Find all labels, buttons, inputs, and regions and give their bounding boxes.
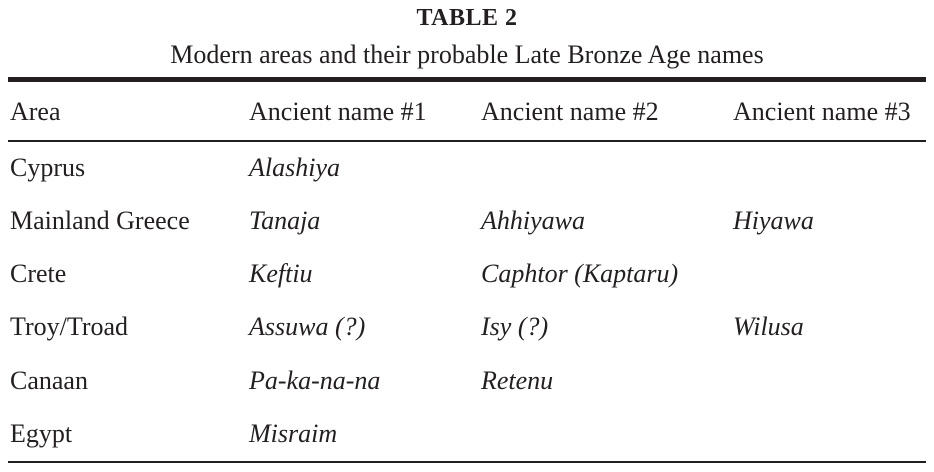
ancient-name-3-cell: Wilusa — [733, 312, 804, 341]
area-cell: Canaan — [10, 366, 88, 395]
ancient-name-1-cell: Tanaja — [249, 206, 321, 235]
top-rule — [8, 77, 926, 82]
ancient-name-2-cell: Ahhiyawa — [481, 206, 585, 235]
area-cell: Mainland Greece — [10, 206, 190, 235]
ancient-name-2-cell: Caphtor (Kaptaru) — [481, 259, 679, 288]
header-area: Area — [10, 97, 61, 126]
table-label: TABLE 2 — [416, 5, 518, 31]
header-ancient-name-2: Ancient name #2 — [481, 97, 659, 126]
ancient-name-1-cell: Keftiu — [249, 259, 313, 288]
area-cell: Crete — [10, 259, 67, 288]
ancient-name-2-cell: Isy (?) — [481, 312, 549, 341]
bottom-rule — [8, 461, 926, 463]
header-ancient-name-3: Ancient name #3 — [733, 97, 911, 126]
area-cell: Troy/Troad — [10, 312, 129, 341]
ancient-name-3-cell: Hiyawa — [733, 206, 814, 235]
ancient-name-1-cell: Misraim — [249, 419, 338, 448]
ancient-name-1-cell: Assuwa (?) — [249, 312, 366, 341]
area-cell: Egypt — [10, 419, 73, 448]
area-cell: Cyprus — [10, 153, 86, 182]
ancient-name-2-cell: Retenu — [481, 366, 554, 395]
header-rule — [8, 140, 926, 142]
ancient-name-1-cell: Alashiya — [249, 153, 340, 182]
ancient-name-1-cell: Pa-ka-na-na — [249, 366, 381, 395]
header-ancient-name-1: Ancient name #1 — [249, 97, 427, 126]
table-caption: Modern areas and their probable Late Bro… — [170, 40, 764, 69]
